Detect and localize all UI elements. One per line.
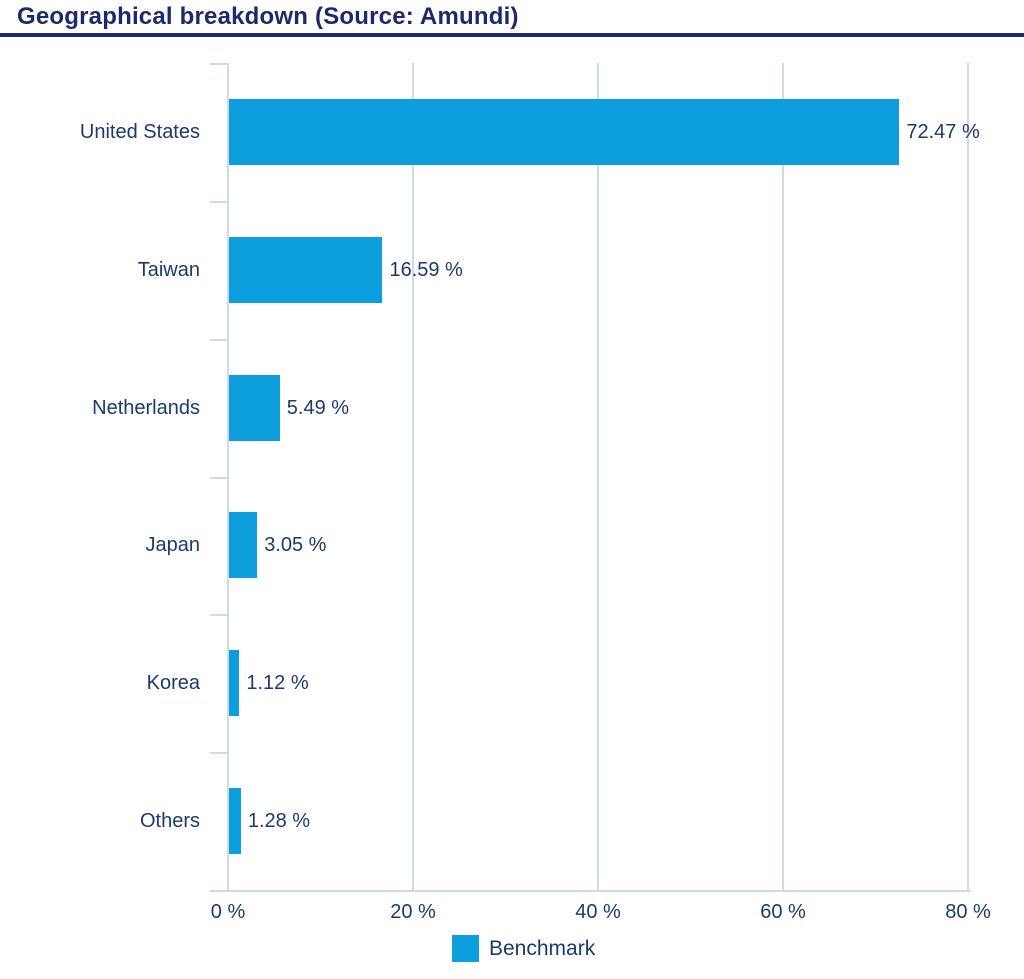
value-label-japan: 3.05 % [264,534,327,557]
y-axis-tick [210,614,228,617]
chart-legend: Benchmark [452,935,595,962]
x-tick-label-40%: 40 % [575,901,621,923]
y-axis-tick [210,476,228,479]
bar-korea [229,650,240,717]
category-label-others: Others [139,810,200,833]
bar-netherlands [229,374,280,441]
y-axis-line [227,63,229,890]
x-tick-label-80%: 80 % [945,901,991,923]
value-label-others: 1.28 % [247,810,311,833]
gridline-60% [782,63,784,890]
category-label-united-states: United States [79,120,200,143]
x-axis-line [210,890,971,892]
category-label-japan: Japan [145,534,201,557]
bar-taiwan [229,236,383,303]
page-title: Geographical breakdown (Source: Amundi) [17,3,519,30]
y-axis-tick [210,752,228,755]
y-axis-tick [210,200,228,203]
x-tick-label-60%: 60 % [760,901,806,923]
y-axis-tick [210,63,228,65]
gridline-40% [597,63,599,890]
category-label-korea: Korea [146,672,200,695]
value-label-united-states: 72.47 % [906,120,980,143]
bar-japan [229,512,258,579]
bar-united-states [229,98,900,165]
value-label-netherlands: 5.49 % [286,396,350,419]
x-tick-label-20%: 20 % [390,901,436,923]
legend-label: Benchmark [489,937,596,960]
title-underline [0,33,1024,37]
category-label-netherlands: Netherlands [92,396,200,419]
category-label-taiwan: Taiwan [137,258,200,281]
gridline-20% [412,63,414,890]
y-axis-tick [210,338,228,341]
gridline-80% [967,63,969,890]
x-tick-label-0%: 0 % [210,901,246,923]
value-label-korea: 1.12 % [246,672,309,695]
legend-swatch-benchmark [452,935,479,962]
bar-others [229,788,241,855]
value-label-taiwan: 16.59 % [389,258,463,281]
